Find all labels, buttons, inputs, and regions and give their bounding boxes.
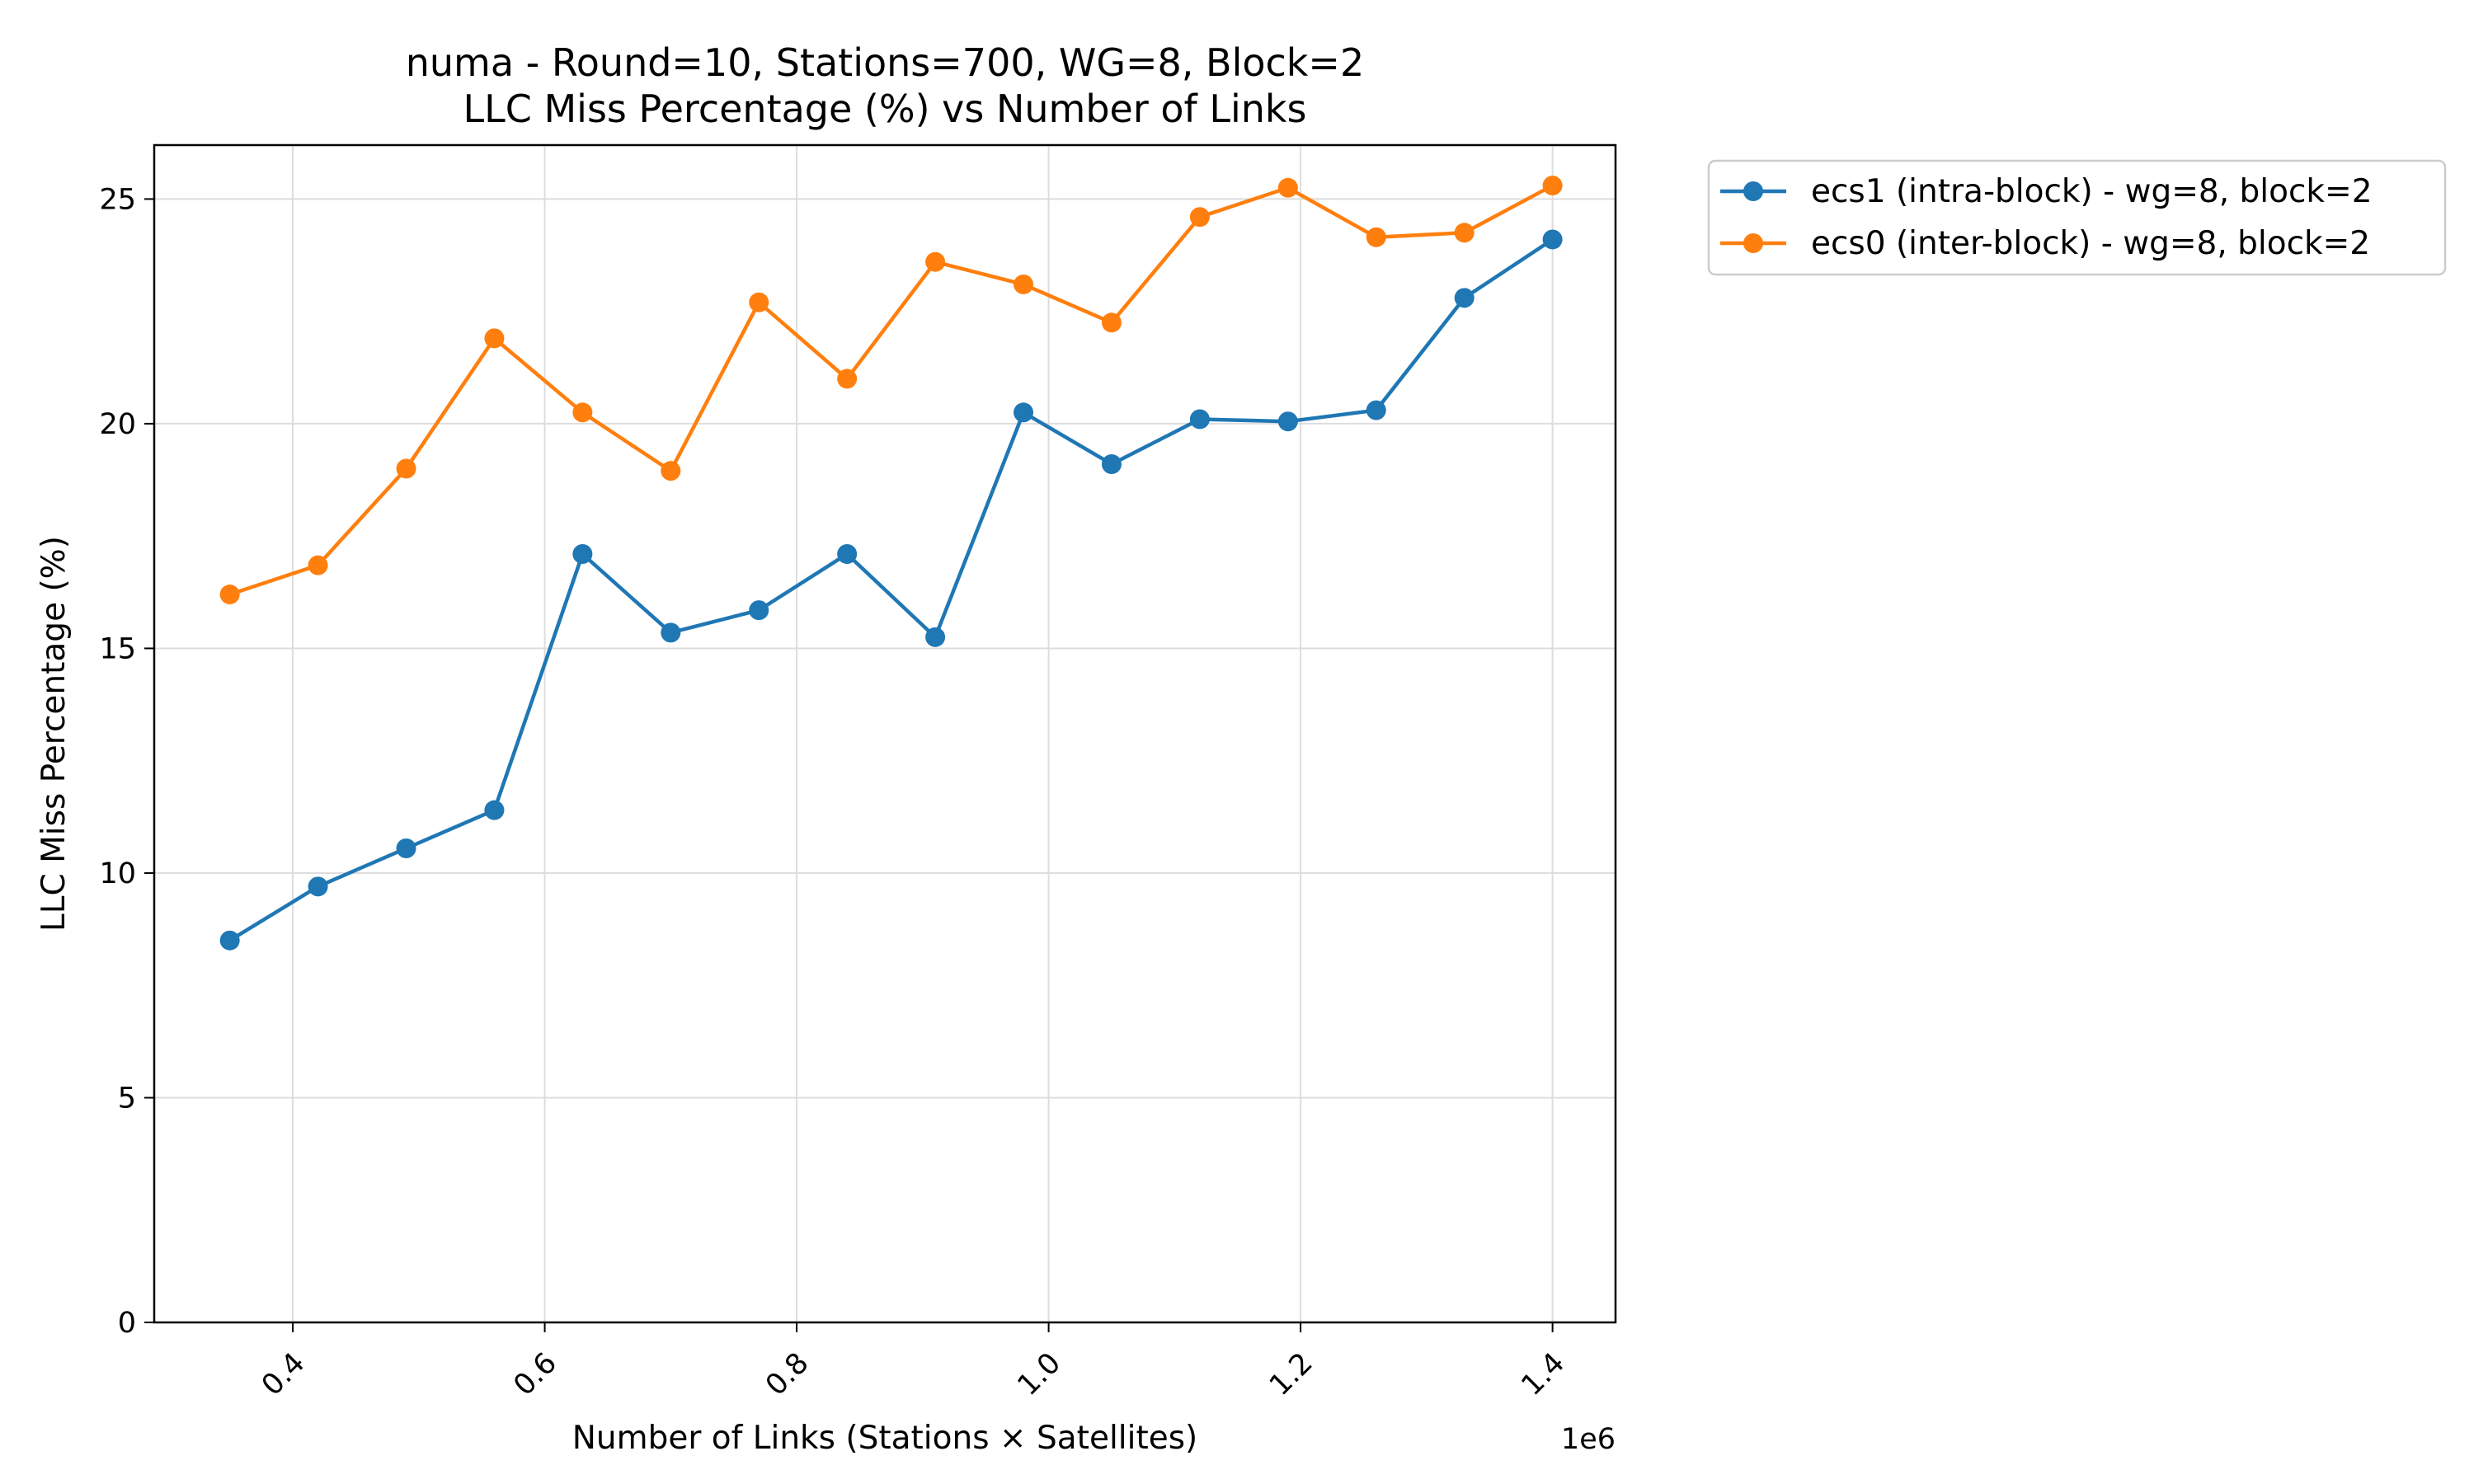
data-point <box>396 838 416 858</box>
legend-item-2: ecs0 (inter-block) - wg=8, block=2 <box>1720 225 2370 262</box>
data-point <box>1454 288 1475 308</box>
x-tick-label: 1.0 <box>1012 1346 1068 1402</box>
data-point <box>572 402 593 423</box>
data-point <box>749 292 769 312</box>
data-point <box>925 627 946 647</box>
data-point <box>308 876 328 897</box>
data-point <box>1189 409 1210 430</box>
series-1 <box>219 229 1563 951</box>
data-point <box>1454 223 1475 243</box>
data-point <box>1277 411 1298 432</box>
data-point <box>1014 274 1034 294</box>
data-point <box>1366 400 1386 420</box>
data-point <box>1542 229 1563 250</box>
legend-swatch-marker <box>1743 233 1763 253</box>
y-tick-label: 0 <box>118 1307 136 1340</box>
data-point <box>219 930 240 951</box>
chart-subtitle: LLC Miss Percentage (%) vs Number of Lin… <box>463 87 1307 131</box>
x-tick-label: 0.4 <box>256 1346 312 1402</box>
series-line <box>228 237 1554 942</box>
y-axis-label: LLC Miss Percentage (%) <box>35 536 73 932</box>
y-tick-label: 10 <box>99 857 136 890</box>
data-point <box>1101 453 1122 474</box>
series-line <box>228 184 1554 597</box>
y-tick-label: 25 <box>99 183 136 216</box>
data-point <box>749 600 769 621</box>
y-tick-label: 20 <box>99 408 136 441</box>
legend-item-1: ecs1 (intra-block) - wg=8, block=2 <box>1720 173 2373 210</box>
data-point <box>1366 227 1386 247</box>
x-tick-label: 1.4 <box>1516 1346 1572 1402</box>
data-point <box>308 555 328 575</box>
data-point <box>1189 207 1210 228</box>
data-point <box>219 585 240 605</box>
grid-lines <box>154 145 1616 1323</box>
legend-swatch-marker <box>1743 181 1763 201</box>
data-point <box>925 251 946 272</box>
plot-frame <box>153 143 1617 1324</box>
x-axis-label: Number of Links (Stations × Satellites) <box>572 1420 1198 1457</box>
data-point <box>837 369 858 389</box>
data-point <box>1277 177 1298 198</box>
data-point <box>1101 312 1122 333</box>
x-tick-label: 0.6 <box>508 1346 564 1402</box>
data-point <box>661 622 681 643</box>
legend-label: ecs1 (intra-block) - wg=8, block=2 <box>1811 173 2373 210</box>
data-point <box>396 458 416 479</box>
series-layer <box>219 176 1563 951</box>
data-point <box>661 461 681 481</box>
y-tick-label: 5 <box>118 1082 136 1115</box>
data-point <box>1542 176 1563 196</box>
data-point <box>484 328 505 349</box>
x-axis-offset-label: 1e6 <box>1561 1423 1616 1456</box>
x-tick-label: 0.8 <box>760 1346 816 1402</box>
data-point <box>1014 402 1034 423</box>
series-2 <box>219 176 1563 605</box>
legend-label: ecs0 (inter-block) - wg=8, block=2 <box>1811 225 2370 262</box>
data-point <box>837 543 858 564</box>
x-tick-label: 1.2 <box>1263 1346 1319 1402</box>
data-point <box>572 543 593 564</box>
y-tick-label: 15 <box>99 632 136 665</box>
data-point <box>484 800 505 820</box>
chart-title: numa - Round=10, Stations=700, WG=8, Blo… <box>406 40 1365 85</box>
legend: ecs1 (intra-block) - wg=8, block=2 ecs0 (… <box>1707 159 2447 276</box>
legend-box <box>1707 159 2447 276</box>
